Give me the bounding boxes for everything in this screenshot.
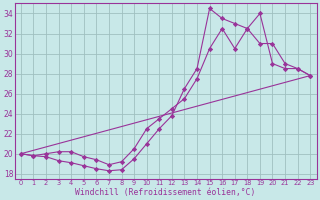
X-axis label: Windchill (Refroidissement éolien,°C): Windchill (Refroidissement éolien,°C) (76, 188, 256, 197)
